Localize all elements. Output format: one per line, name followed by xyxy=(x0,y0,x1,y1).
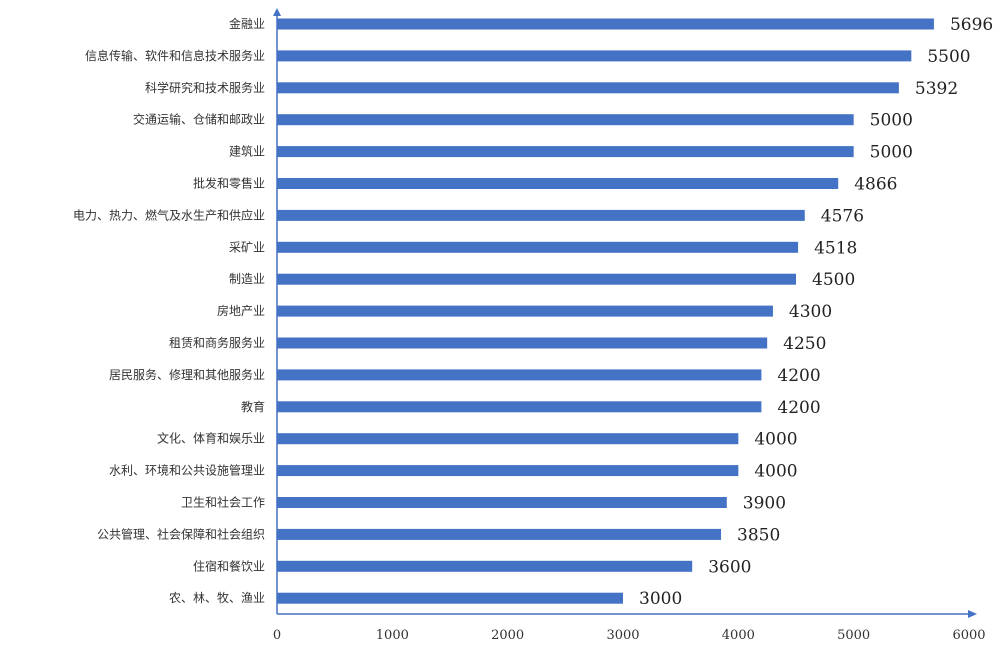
value-label: 4300 xyxy=(789,302,832,322)
value-label: 4000 xyxy=(754,462,797,482)
bar xyxy=(277,178,839,189)
value-label: 4000 xyxy=(754,430,797,450)
bar xyxy=(277,209,805,221)
category-label: 居民服务、修理和其他服务业 xyxy=(109,367,265,382)
bar xyxy=(277,369,762,381)
category-label: 房地产业 xyxy=(217,303,265,318)
bar xyxy=(277,273,796,285)
bar xyxy=(277,560,693,572)
axes-group xyxy=(273,8,977,618)
bar xyxy=(277,337,768,349)
value-label: 5696 xyxy=(950,15,993,35)
bar xyxy=(277,18,934,30)
category-label: 采矿业 xyxy=(229,240,265,254)
value-label: 4518 xyxy=(814,238,857,258)
bar xyxy=(277,241,799,253)
category-label: 批发和零售业 xyxy=(193,176,265,191)
category-label: 教育 xyxy=(241,399,265,414)
category-label: 公共管理、社会保障和社会组织 xyxy=(97,526,265,541)
category-labels-group: 金融业信息传输、软件和信息技术服务业科学研究和技术服务业交通运输、仓储和邮政业建… xyxy=(73,16,265,605)
x-tick-label: 5000 xyxy=(837,628,870,643)
category-label: 住宿和餐饮业 xyxy=(193,558,265,573)
category-label: 建筑业 xyxy=(229,144,265,159)
value-label: 3000 xyxy=(639,589,682,609)
value-label: 5000 xyxy=(870,143,913,163)
value-label: 5392 xyxy=(915,79,958,99)
category-label: 电力、热力、燃气及水生产和供应业 xyxy=(73,207,265,222)
category-label: 信息传输、软件和信息技术服务业 xyxy=(85,48,265,63)
value-label: 3900 xyxy=(743,494,786,514)
value-label: 4200 xyxy=(777,398,820,418)
value-label: 4250 xyxy=(783,334,826,354)
category-label: 租赁和商务服务业 xyxy=(169,335,265,350)
x-tick-label: 3000 xyxy=(606,628,639,643)
bar xyxy=(277,50,912,62)
value-label: 4500 xyxy=(812,270,855,290)
bar xyxy=(277,146,854,158)
bar xyxy=(277,497,727,508)
bar xyxy=(277,465,739,477)
category-label: 制造业 xyxy=(229,272,265,286)
category-label: 金融业 xyxy=(229,16,265,31)
x-tick-label: 1000 xyxy=(376,628,409,643)
value-label: 4576 xyxy=(821,206,864,226)
bar xyxy=(277,114,854,126)
value-label: 4200 xyxy=(777,366,820,386)
bar xyxy=(277,82,899,94)
x-tick-label: 4000 xyxy=(722,628,755,643)
category-label: 交通运输、仓储和邮政业 xyxy=(133,112,265,127)
x-tick-labels-group: 0 1000 2000 3000 4000 5000 6000 xyxy=(273,628,986,643)
category-label: 水利、环境和公共设施管理业 xyxy=(109,463,265,478)
value-label: 3850 xyxy=(737,525,780,545)
value-label: 5500 xyxy=(927,47,970,67)
category-label: 农、林、牧、渔业 xyxy=(169,591,265,605)
x-axis-arrow xyxy=(968,610,977,618)
x-tick-label: 2000 xyxy=(491,628,524,643)
category-label: 卫生和社会工作 xyxy=(181,495,265,510)
bar xyxy=(277,433,739,445)
category-label: 科学研究和技术服务业 xyxy=(145,80,265,95)
x-tick-label: 0 xyxy=(273,628,281,643)
bar xyxy=(277,592,623,604)
bar xyxy=(277,305,773,317)
value-label: 3600 xyxy=(708,557,751,577)
bars-group xyxy=(277,18,934,604)
bar xyxy=(277,528,722,540)
x-tick-label: 6000 xyxy=(952,628,985,643)
bar xyxy=(277,401,762,413)
value-labels-group: 5696550053925000500048664576451845004300… xyxy=(639,15,993,609)
y-axis-arrow xyxy=(273,8,281,16)
category-label: 文化、体育和娱乐业 xyxy=(157,431,265,446)
value-label: 4866 xyxy=(854,175,897,195)
value-label: 5000 xyxy=(870,111,913,131)
